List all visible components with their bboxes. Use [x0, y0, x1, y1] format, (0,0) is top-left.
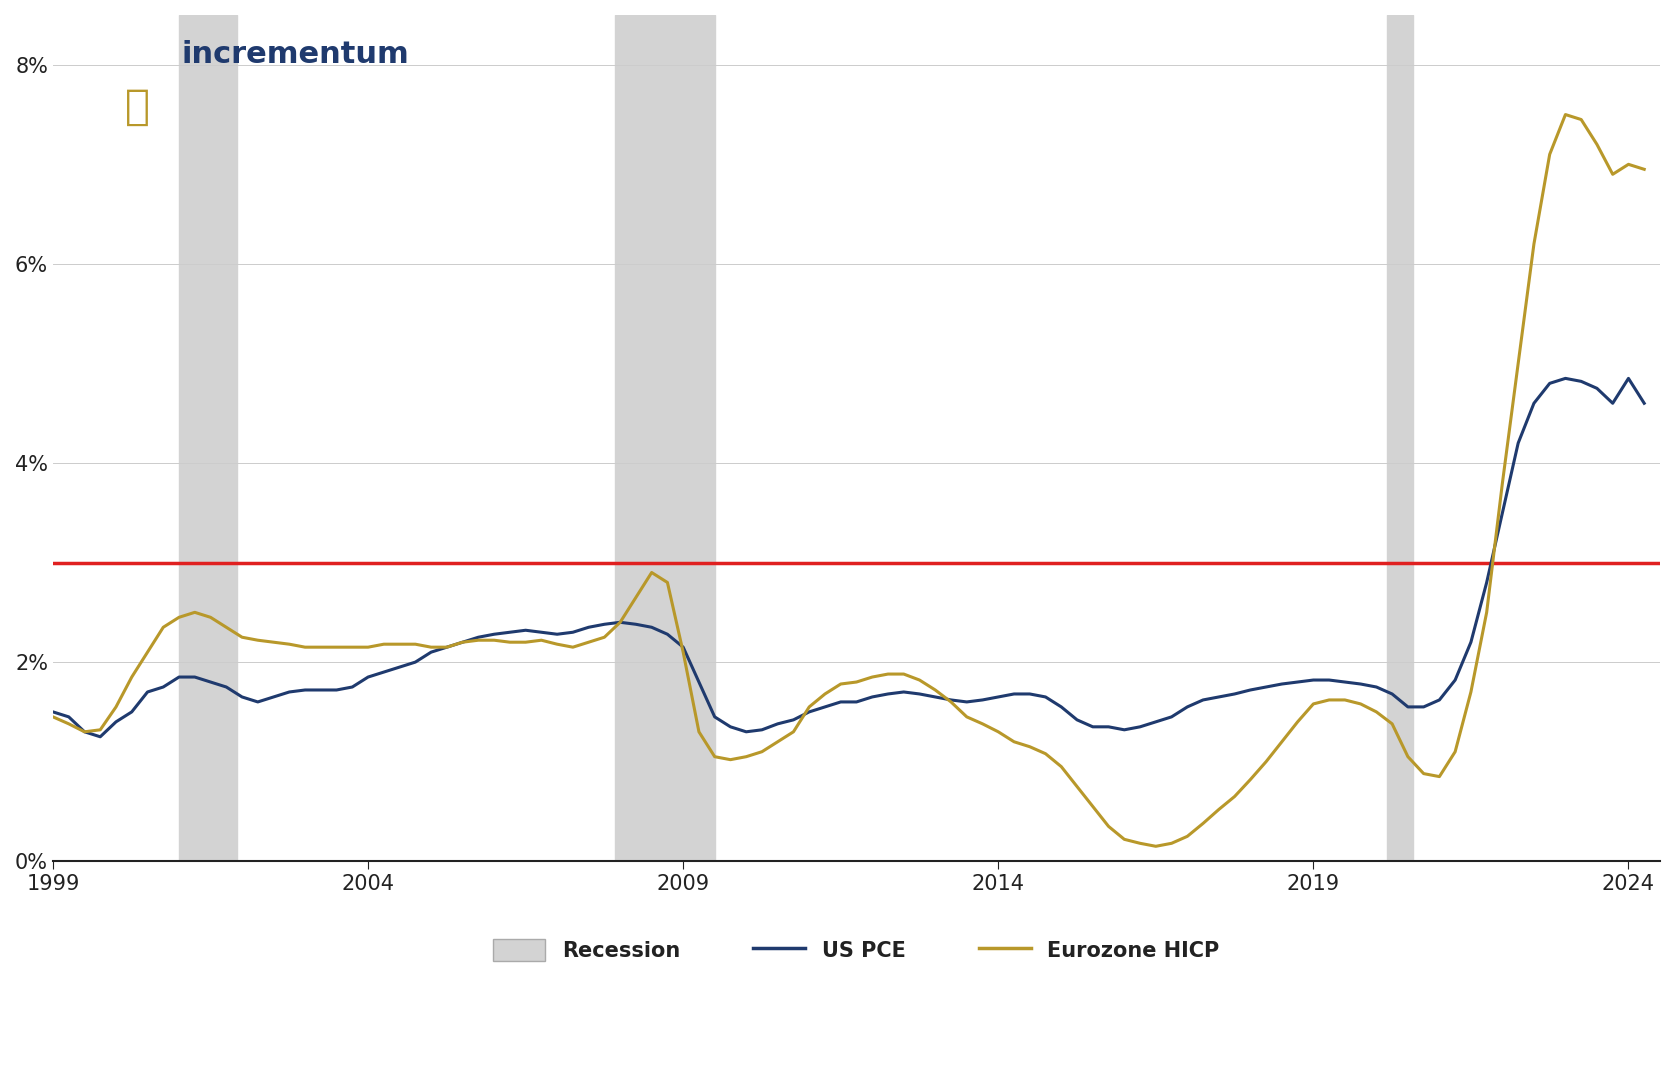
Bar [179, 15, 236, 861]
Bar [615, 15, 714, 861]
Legend: Recession, US PCE, Eurozone HICP: Recession, US PCE, Eurozone HICP [484, 931, 1229, 969]
US PCE [44, 706, 64, 718]
Bar [1388, 15, 1413, 861]
US PCE [359, 671, 379, 683]
US PCE [1430, 694, 1450, 707]
Line: Eurozone HICP: Eurozone HICP [54, 114, 1644, 846]
Eurozone HICP [1146, 840, 1166, 853]
Eurozone HICP [342, 641, 362, 653]
Eurozone HICP [1634, 163, 1654, 176]
US PCE [406, 656, 426, 668]
US PCE [1304, 674, 1324, 687]
US PCE [1177, 700, 1197, 713]
Eurozone HICP [44, 710, 64, 723]
US PCE [783, 713, 803, 726]
Text: incrementum: incrementum [181, 41, 409, 69]
Eurozone HICP [768, 736, 788, 748]
Eurozone HICP [1177, 830, 1197, 843]
Eurozone HICP [389, 637, 409, 650]
US PCE [1555, 372, 1575, 385]
Text: 🌳: 🌳 [126, 85, 149, 128]
Line: US PCE: US PCE [54, 378, 1644, 737]
Eurozone HICP [1304, 697, 1324, 710]
US PCE [91, 730, 111, 743]
Eurozone HICP [1555, 108, 1575, 120]
Eurozone HICP [1430, 771, 1450, 784]
US PCE [1634, 397, 1654, 409]
